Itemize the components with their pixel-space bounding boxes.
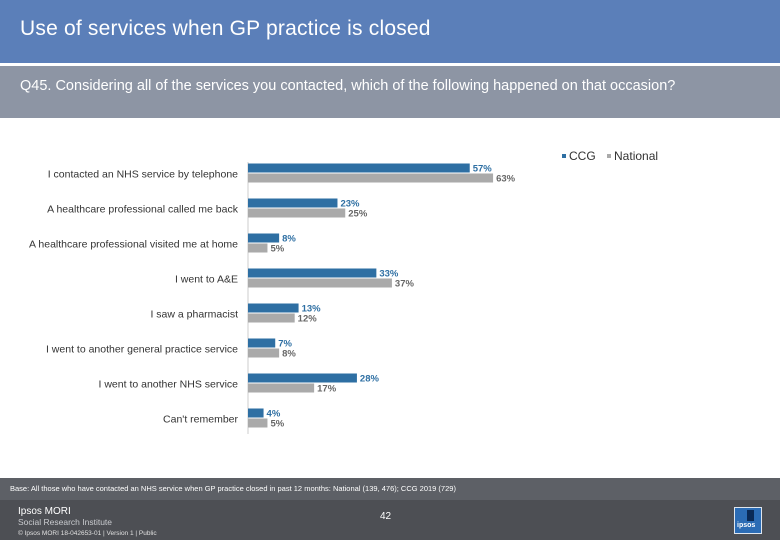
bar-national (248, 243, 268, 253)
bar-ccg (248, 303, 299, 313)
bar-national (248, 278, 392, 288)
category-label: I contacted an NHS service by telephone (48, 169, 238, 181)
data-label-national: 37% (395, 279, 415, 290)
legend-label-ccg: CCG (569, 149, 596, 163)
category-label: I went to A&E (175, 274, 238, 286)
slide-title: Use of services when GP practice is clos… (20, 17, 431, 40)
brand-subtitle: Social Research Institute (18, 517, 113, 527)
bar-national (248, 418, 268, 428)
bar-ccg (248, 338, 276, 348)
page-number: 42 (380, 511, 392, 522)
bar-ccg (248, 408, 264, 418)
bar-national (248, 173, 494, 183)
data-label-national: 63% (496, 174, 516, 185)
data-label-national: 8% (282, 349, 296, 360)
legend-item-national: National (607, 149, 658, 163)
data-label-ccg: 33% (379, 269, 399, 280)
category-label: I went to another NHS service (99, 379, 239, 391)
data-label-ccg: 23% (340, 199, 360, 210)
title-bar: Use of services when GP practice is clos… (0, 0, 780, 63)
bar-chart: I contacted an NHS service by telephone 5… (29, 162, 516, 434)
chart-legend: CCG National (562, 149, 666, 163)
category-label: I went to another general practice servi… (46, 344, 238, 356)
bar-ccg (248, 198, 338, 208)
data-label-ccg: 8% (282, 234, 296, 245)
bar-ccg (248, 163, 470, 173)
legend-swatch-national (607, 153, 612, 158)
bar-national (248, 208, 346, 218)
data-label-ccg: 28% (360, 374, 380, 385)
data-label-ccg: 13% (302, 304, 322, 315)
category-label: A healthcare professional visited me at … (29, 239, 238, 251)
bar-national (248, 313, 295, 323)
category-label: I saw a pharmacist (150, 309, 238, 321)
logo-mark (747, 510, 754, 521)
question-bar: Q45. Considering all of the services you… (0, 66, 780, 118)
question-text: Q45. Considering all of the services you… (20, 78, 676, 94)
bar-ccg (248, 268, 377, 278)
footer: Ipsos MORI Social Research Institute © I… (0, 500, 780, 540)
legend-label-national: National (614, 149, 659, 163)
data-label-national: 17% (317, 384, 337, 395)
data-label-ccg: 57% (473, 164, 493, 175)
data-label-national: 5% (270, 244, 284, 255)
category-label: Can't remember (163, 414, 238, 426)
bar-ccg (248, 373, 357, 383)
data-label-ccg: 4% (267, 409, 281, 420)
legend-swatch-ccg (562, 153, 566, 158)
data-label-ccg: 7% (278, 339, 292, 350)
bar-ccg (248, 233, 280, 243)
brand-name: Ipsos MORI (18, 506, 71, 517)
ipsos-logo-icon: ipsos (734, 507, 762, 534)
base-note-bar: Base: All those who have contacted an NH… (0, 478, 780, 500)
legend-item-ccg: CCG (562, 149, 596, 163)
data-label-national: 25% (348, 209, 368, 220)
category-label: A healthcare professional called me back (47, 204, 239, 216)
base-note: Base: All those who have contacted an NH… (10, 484, 456, 493)
data-label-national: 5% (270, 419, 284, 430)
bar-national (248, 383, 315, 393)
bar-national (248, 348, 280, 358)
logo-text: ipsos (737, 522, 756, 529)
copyright-text: © Ipsos MORI 18-042653-01 | Version 1 | … (18, 530, 157, 537)
data-label-national: 12% (298, 314, 318, 325)
